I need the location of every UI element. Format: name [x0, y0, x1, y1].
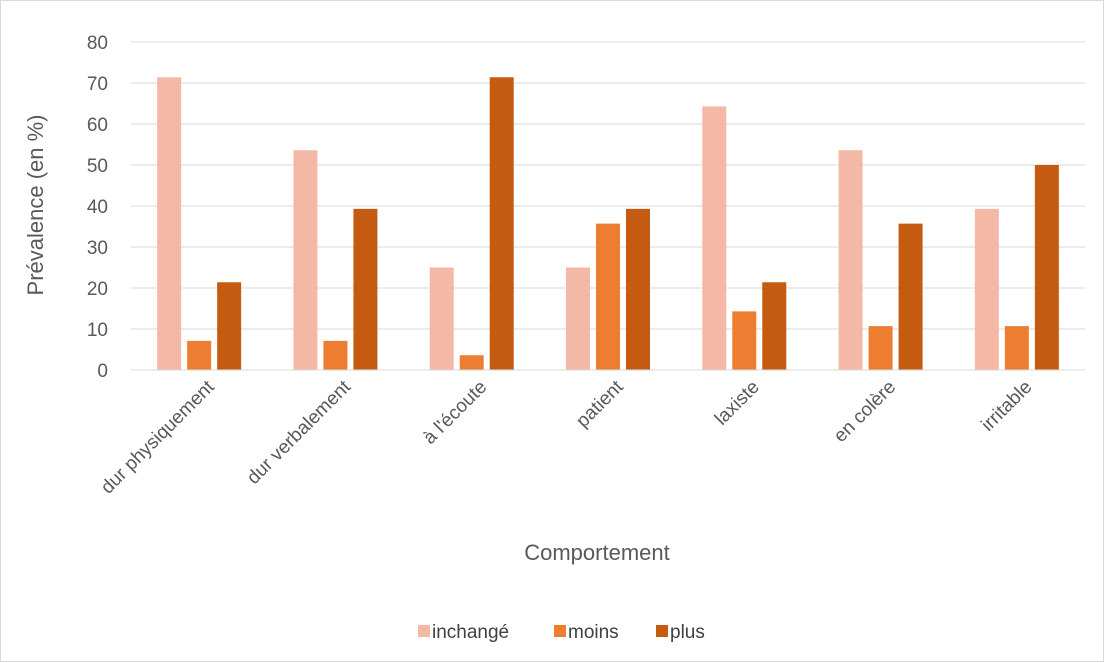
x-tick-label: irritable [977, 377, 1036, 436]
bar-moins-0 [187, 340, 212, 370]
y-tick-label: 50 [87, 156, 108, 177]
y-tick-label: 30 [87, 238, 108, 259]
legend-swatch-moins [554, 625, 566, 637]
bar-plus-2 [489, 77, 514, 370]
bar-moins-6 [1004, 326, 1029, 370]
bar-moins-3 [596, 223, 620, 370]
y-tick-label: 20 [87, 279, 108, 300]
bar-inchangé-4 [702, 106, 727, 371]
bar-plus-4 [762, 282, 787, 370]
y-tick-label: 80 [87, 33, 108, 54]
y-tick-label: 0 [97, 361, 108, 382]
bar-inchangé-2 [429, 267, 454, 370]
x-tick-label: patient [572, 376, 628, 432]
bar-inchangé-5 [838, 150, 863, 370]
y-tick-label: 10 [87, 320, 108, 341]
legend-swatch-plus [656, 625, 668, 637]
x-tick-label: dur physiquement [97, 376, 219, 498]
legend: inchangé moins plus [418, 622, 705, 643]
legend-label: plus [670, 622, 705, 643]
legend-swatch-inchangé [418, 625, 430, 637]
bar-moins-2 [459, 355, 484, 370]
bar-plus-5 [898, 223, 923, 370]
legend-label: moins [568, 622, 619, 643]
bar-plus-1 [353, 208, 378, 370]
x-tick-label: laxiste [711, 377, 764, 430]
y-tick-label: 70 [87, 74, 108, 95]
bars [157, 77, 1059, 371]
x-axis-ticks: dur physiquement dur verbalement à l'écout… [97, 376, 1036, 498]
x-tick-label: en colère [830, 377, 900, 447]
x-tick-label: à l'écoute [419, 377, 491, 449]
bar-inchangé-0 [157, 77, 182, 370]
x-tick-label: dur verbalement [243, 376, 355, 488]
bar-moins-4 [732, 311, 757, 370]
bar-inchangé-1 [293, 150, 318, 370]
y-axis-title: Prévalence (en %) [23, 115, 48, 296]
bar-inchangé-6 [974, 208, 999, 370]
bar-plus-3 [626, 208, 650, 370]
legend-label: inchangé [432, 622, 509, 643]
bar-moins-5 [868, 326, 893, 370]
y-axis-ticks: 0 10 20 30 40 50 60 70 80 [87, 33, 108, 382]
bar-plus-6 [1034, 165, 1059, 370]
y-tick-label: 40 [87, 197, 108, 218]
bar-plus-0 [217, 282, 242, 370]
y-tick-label: 60 [87, 115, 108, 136]
x-axis-title: Comportement [524, 540, 670, 565]
bar-inchangé-3 [566, 267, 590, 370]
bar-moins-1 [323, 340, 348, 370]
